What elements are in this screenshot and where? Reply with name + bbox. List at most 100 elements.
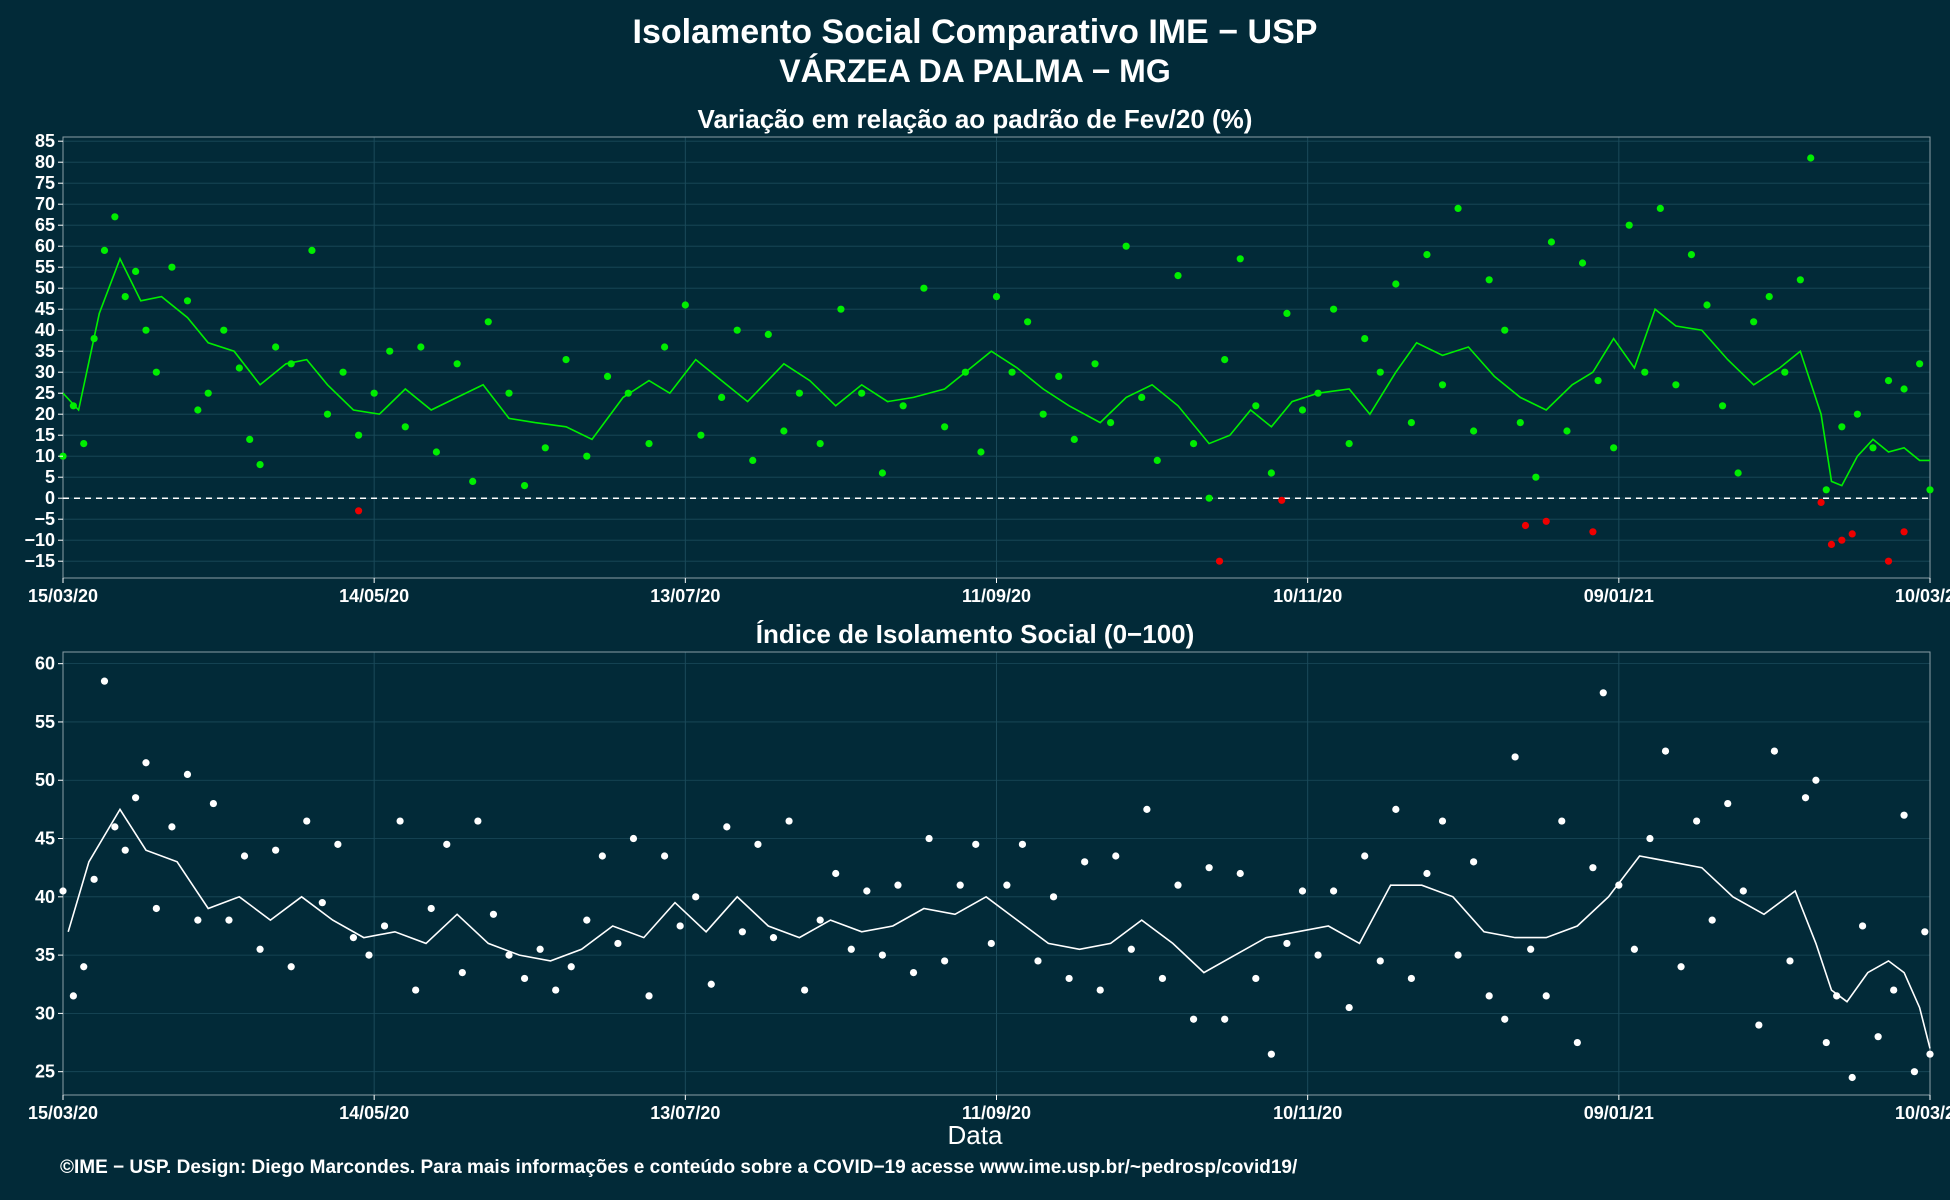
data-point bbox=[1833, 992, 1841, 1000]
data-point bbox=[432, 448, 440, 456]
y-tick-label: 15 bbox=[35, 425, 55, 445]
y-tick-label: 35 bbox=[35, 341, 55, 361]
negative-data-point bbox=[1278, 496, 1286, 504]
data-point bbox=[1267, 469, 1275, 477]
data-point bbox=[1594, 377, 1602, 385]
data-point bbox=[1267, 1050, 1275, 1058]
negative-data-point bbox=[355, 507, 363, 515]
data-point bbox=[256, 945, 264, 953]
data-point bbox=[909, 968, 918, 977]
data-point bbox=[1081, 858, 1089, 866]
data-point bbox=[733, 326, 741, 334]
data-point bbox=[541, 444, 549, 452]
data-point bbox=[474, 817, 482, 825]
data-point bbox=[458, 968, 466, 977]
data-point bbox=[1801, 794, 1810, 802]
data-point bbox=[718, 393, 726, 401]
data-point bbox=[956, 881, 964, 889]
data-point bbox=[1138, 393, 1146, 401]
data-point bbox=[168, 263, 176, 271]
data-point bbox=[837, 305, 845, 313]
data-point bbox=[847, 945, 855, 953]
data-point bbox=[1890, 986, 1898, 994]
data-point bbox=[697, 431, 705, 439]
data-point bbox=[453, 360, 461, 368]
data-point bbox=[1454, 204, 1462, 212]
data-point bbox=[1407, 419, 1415, 427]
data-point bbox=[386, 347, 394, 355]
data-point bbox=[1770, 747, 1779, 755]
data-point bbox=[246, 435, 254, 443]
data-point bbox=[780, 427, 788, 435]
y-tick-label: 0 bbox=[45, 488, 55, 508]
data-point bbox=[1589, 864, 1597, 872]
data-point bbox=[90, 875, 98, 883]
data-point bbox=[256, 461, 264, 469]
data-point bbox=[598, 852, 606, 860]
data-point bbox=[1672, 381, 1680, 389]
data-point bbox=[1236, 869, 1244, 878]
data-point bbox=[899, 402, 907, 410]
data-point bbox=[562, 356, 570, 364]
index-panel-title: Índice de Isolamento Social (0−100) bbox=[755, 619, 1195, 649]
data-point bbox=[1532, 473, 1540, 481]
y-tick-label: 75 bbox=[35, 173, 55, 193]
data-point bbox=[111, 213, 119, 221]
data-point bbox=[1641, 368, 1649, 376]
data-point bbox=[100, 677, 109, 685]
data-point bbox=[80, 963, 88, 971]
data-point bbox=[858, 389, 866, 397]
data-point bbox=[1781, 368, 1789, 376]
data-point bbox=[987, 939, 995, 948]
data-point bbox=[567, 963, 575, 971]
data-point bbox=[941, 423, 949, 431]
data-point bbox=[1485, 992, 1493, 1000]
data-point bbox=[1065, 974, 1073, 983]
data-point bbox=[152, 368, 160, 376]
y-tick-label: −5 bbox=[34, 509, 55, 529]
data-point bbox=[961, 368, 969, 376]
data-point bbox=[1470, 858, 1478, 866]
x-tick-label: 09/01/21 bbox=[1584, 586, 1654, 606]
data-point bbox=[1869, 444, 1877, 452]
data-point bbox=[1527, 945, 1535, 953]
data-point bbox=[1734, 469, 1742, 477]
data-point bbox=[645, 440, 653, 448]
data-point bbox=[1916, 360, 1924, 368]
data-point bbox=[1884, 377, 1893, 385]
data-point bbox=[660, 852, 669, 860]
data-point bbox=[681, 301, 689, 309]
index-panel: 60 55 50 45 40 35 30 25 15/03/20 14/05/20 13/07/20… bbox=[28, 651, 1950, 1123]
data-point bbox=[1018, 840, 1027, 848]
data-point bbox=[894, 881, 902, 889]
x-tick-label: 10/11/20 bbox=[1273, 586, 1342, 606]
negative-data-point bbox=[1838, 536, 1846, 544]
y-tick-label: 30 bbox=[35, 362, 55, 382]
data-point bbox=[396, 817, 404, 825]
data-point bbox=[100, 246, 109, 254]
footer-credit: ©IME − USP. Design: Diego Marcondes. Par… bbox=[60, 1157, 1298, 1178]
data-point bbox=[443, 840, 451, 848]
data-point bbox=[1900, 385, 1908, 393]
x-tick-label: 10/03/21 bbox=[1895, 1103, 1950, 1123]
data-point bbox=[977, 448, 985, 456]
data-point bbox=[801, 986, 809, 994]
y-tick-label: 55 bbox=[35, 712, 55, 732]
y-tick-label: 10 bbox=[35, 446, 55, 466]
data-point bbox=[769, 934, 778, 942]
data-point bbox=[1718, 402, 1727, 410]
data-point bbox=[1516, 419, 1524, 427]
data-point bbox=[1314, 951, 1322, 959]
data-point bbox=[1345, 1003, 1353, 1012]
data-point bbox=[1236, 255, 1244, 263]
data-point bbox=[1252, 974, 1260, 983]
y-tick-label: 20 bbox=[35, 404, 55, 424]
data-point bbox=[1708, 916, 1716, 924]
y-tick-label: 55 bbox=[35, 257, 55, 277]
data-point bbox=[1376, 368, 1384, 376]
data-point bbox=[1822, 1038, 1830, 1047]
data-point bbox=[1625, 221, 1633, 229]
data-point bbox=[785, 817, 793, 825]
data-point bbox=[738, 928, 746, 936]
data-point bbox=[1703, 301, 1711, 309]
